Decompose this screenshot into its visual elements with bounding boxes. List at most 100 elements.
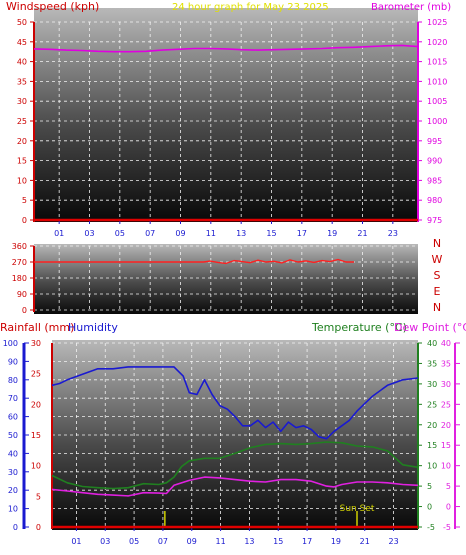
windspeed-tick-label: 45 (17, 38, 27, 47)
dewpoint-tick-label: 0 (446, 503, 451, 512)
humidity-tick-label: 70 (8, 394, 18, 403)
windspeed-tick-label: 10 (17, 176, 27, 185)
humidity-tick-label: 100 (3, 339, 18, 348)
dewpoint-tick-label: 10 (441, 462, 451, 471)
hour-tick-label: 07 (145, 229, 155, 238)
temperature-line (51, 441, 419, 490)
windspeed-tick-label: 5 (22, 196, 27, 205)
wind-direction-line (34, 258, 354, 265)
rainfall-tick-label: 30 (31, 339, 41, 348)
barometer-axis-title: Barometer (mb) (371, 2, 451, 13)
rainfall-tick-label: 5 (36, 492, 41, 501)
barometer-line (33, 44, 419, 53)
dewpoint-line (51, 476, 419, 497)
temperature-tick-label: 15 (427, 441, 437, 450)
compass-label: E (434, 285, 441, 298)
hour-tick-label: 13 (244, 537, 254, 546)
direction-tick-label: 0 (22, 306, 27, 315)
rainfall-tick-label: 25 (31, 370, 41, 379)
hour-tick-label: 05 (115, 229, 125, 238)
humidity-tick-label: 20 (8, 486, 18, 495)
barometer-tick-label: 985 (427, 176, 442, 185)
temperature-axis-title: Temperature (°C) (311, 321, 407, 334)
dewpoint-tick-label: 25 (441, 400, 451, 409)
windspeed-tick-label: 40 (17, 58, 27, 67)
barometer-tick-label: 1010 (427, 77, 447, 86)
windspeed-barometer-chart: 0510152025303540455097598098599099510001… (17, 18, 448, 238)
rainfall-tick-label: 0 (36, 523, 41, 532)
humidity-tick-label: 30 (8, 468, 18, 477)
humidity-tick-label: 50 (8, 431, 18, 440)
rainfall-axis-title: Rainfall (mm) (0, 321, 74, 334)
barometer-tick-label: 1005 (427, 97, 447, 106)
windspeed-tick-label: 20 (17, 137, 27, 146)
direction-tick-label: 90 (17, 290, 27, 299)
dewpoint-axis-title: Dew Point (°C) (394, 321, 466, 334)
dewpoint-tick-label: 5 (446, 482, 451, 491)
dewpoint-tick-label: 15 (441, 441, 451, 450)
hour-tick-label: 09 (175, 229, 185, 238)
hour-tick-label: 17 (297, 229, 307, 238)
rainfall-tick-label: 20 (31, 400, 41, 409)
temperature-tick-label: 35 (427, 359, 437, 368)
windspeed-tick-label: 15 (17, 157, 27, 166)
hour-tick-label: 05 (129, 537, 139, 546)
hour-tick-label: 13 (236, 229, 246, 238)
humidity-tick-label: 0 (13, 523, 18, 532)
compass-label: N (433, 237, 441, 250)
direction-tick-label: 180 (12, 274, 27, 283)
humidity-temperature-chart: Rainfall (mm)Humidity Temperature (°C)Dew… (0, 321, 466, 546)
humidity-tick-label: 80 (8, 376, 18, 385)
hour-tick-label: 07 (158, 537, 168, 546)
hour-tick-label: 15 (266, 229, 276, 238)
hour-tick-label: 21 (357, 229, 367, 238)
barometer-tick-label: 1020 (427, 38, 447, 47)
temperature-tick-label: -5 (427, 523, 435, 532)
windspeed-tick-label: 35 (17, 77, 27, 86)
windspeed-tick-label: 30 (17, 97, 27, 106)
graph-title: 24 hour graph for May 23 2025 (172, 2, 329, 13)
windspeed-tick-label: 0 (22, 216, 27, 225)
windspeed-tick-label: 50 (17, 18, 27, 27)
hour-tick-label: 23 (388, 537, 398, 546)
rainfall-tick-label: 10 (31, 462, 41, 471)
compass-label: S (434, 269, 441, 282)
barometer-tick-label: 995 (427, 137, 442, 146)
direction-tick-label: 270 (12, 258, 27, 267)
hour-tick-label: 11 (206, 229, 216, 238)
windspeed-tick-label: 25 (17, 117, 27, 126)
direction-panel-background (34, 244, 418, 314)
barometer-tick-label: 975 (427, 216, 442, 225)
hour-tick-label: 01 (71, 537, 81, 546)
rainfall-tick-label: 15 (31, 431, 41, 440)
temperature-tick-label: 25 (427, 400, 437, 409)
hour-tick-label: 21 (360, 537, 370, 546)
compass-label: W (432, 253, 443, 266)
direction-tick-label: 360 (12, 242, 27, 251)
temperature-tick-label: 30 (427, 380, 437, 389)
dewpoint-tick-label: 35 (441, 359, 451, 368)
humidity-tick-label: 10 (8, 505, 18, 514)
temperature-tick-label: 40 (427, 339, 437, 348)
barometer-tick-label: 1025 (427, 18, 447, 27)
temperature-tick-label: 20 (427, 421, 437, 430)
dewpoint-tick-label: -5 (443, 523, 451, 532)
hour-tick-label: 03 (84, 229, 94, 238)
barometer-tick-label: 1015 (427, 58, 447, 67)
humidity-tick-label: 60 (8, 413, 18, 422)
temperature-tick-label: 0 (427, 503, 432, 512)
hour-tick-label: 11 (215, 537, 225, 546)
hour-tick-label: 03 (100, 537, 110, 546)
hour-tick-label: 15 (273, 537, 283, 546)
sunset-annotation: Sun Set (340, 504, 375, 514)
compass-label: N (433, 301, 441, 314)
humidity-line (51, 366, 419, 440)
hour-tick-label: 19 (331, 537, 341, 546)
temperature-tick-label: 5 (427, 482, 432, 491)
dewpoint-tick-label: 20 (441, 421, 451, 430)
humidity-axis-title: Humidity (68, 321, 118, 334)
barometer-tick-label: 1000 (427, 117, 447, 126)
hour-tick-label: 09 (187, 537, 197, 546)
